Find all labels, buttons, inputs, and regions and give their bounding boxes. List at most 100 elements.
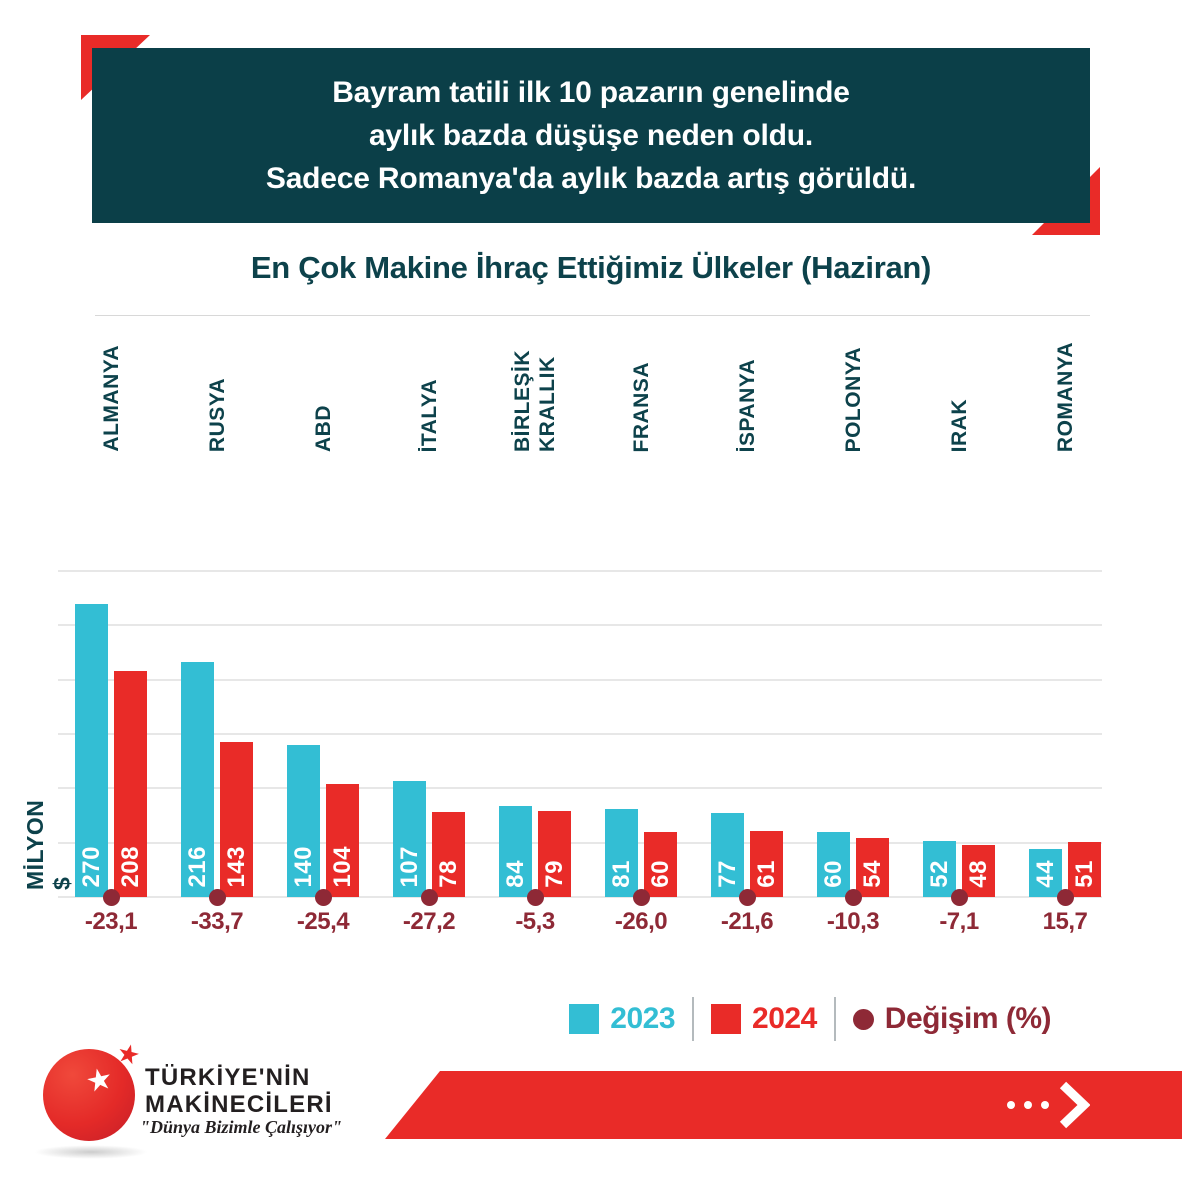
change-value: -10,3 [826,908,880,935]
country-label: POLONYA [800,338,906,452]
bar-2024: 78 [432,812,465,897]
plot-area: 270 208 216 143 140 104 107 78 84 79 81 60 77 61 60 54 5… [58,570,1118,906]
change-dot-icon [209,889,226,906]
bar-group: 107 78 [376,571,482,906]
bar-value-label: 84 [501,860,529,888]
bar-2024: 208 [114,670,147,897]
change-value: -7,1 [939,908,979,935]
bar-group: 84 79 [482,571,588,906]
country-label-text: RUSYA [205,377,229,452]
header-line-2: aylık bazda düşüşe neden oldu. [368,119,814,152]
bar-2023: 216 [181,662,214,897]
bar-2024: 104 [326,784,359,897]
legend-label-change: Değişim (%) [884,1002,1052,1035]
legend-divider [833,997,836,1041]
gridline [58,624,1102,627]
change-dot-icon [315,889,332,906]
change-dot-icon [103,889,120,906]
change-dot-icon [951,889,968,906]
country-label: ROMANYA [1012,338,1118,452]
legend-label-2024: 2024 [752,1002,817,1035]
arrow-dot [1007,1101,1015,1109]
country-label-text: BİRLEŞİK KRALLIK [511,349,559,452]
bar-group: 77 61 [694,571,800,906]
chart-title: En Çok Makine İhraç Ettiğimiz Ülkeler (H… [250,250,932,285]
change-value: -23,1 [84,908,138,935]
change-value: -5,3 [515,908,555,935]
bar-2023: 81 [605,808,638,897]
change-dot-icon [421,889,438,906]
bar-group: 81 60 [588,571,694,906]
bar-group: 216 143 [164,571,270,906]
country-label-text: ROMANYA [1053,341,1077,452]
logo-shadow [34,1145,148,1159]
header-line-3: Sadece Romanya'da aylık bazda artış görü… [265,162,917,195]
gridline [58,733,1102,735]
bar-2024: 60 [644,831,677,897]
gridline [58,678,1102,681]
bar-value-label: 54 [858,860,886,888]
country-label: ALMANYA [58,338,164,452]
bar-2024: 51 [1068,841,1101,897]
legend-swatch-2024 [711,1004,742,1034]
bar-value-label: 107 [395,846,423,888]
legend-item-2024: 2024 [711,1002,817,1036]
brand-tagline: "Dünya Bizimle Çalışıyor" [140,1117,343,1137]
bar-group: 52 48 [906,571,1012,906]
bar-2023: 107 [393,780,426,897]
bar-2024: 54 [856,838,889,897]
legend: 2023 2024 Değişim (%) [569,997,1052,1041]
bar-group: 270 208 [58,571,164,906]
legend-item-change: Değişim (%) [852,1002,1052,1036]
legend-label-2023: 2023 [610,1002,676,1035]
title-divider [95,315,1090,316]
country-label-text: İTALYA [417,378,441,452]
legend-marker-change-icon [852,1008,874,1030]
bar-2023: 270 [75,603,108,897]
arrow-dot [1041,1101,1049,1109]
change-dot-icon [527,889,544,906]
bar-2024: 61 [750,830,783,897]
bar-value-label: 51 [1070,860,1098,888]
bar-value-label: 60 [819,860,847,888]
bar-2023: 52 [923,840,956,897]
footer-banner [385,1071,1182,1139]
bar-value-label: 270 [77,846,105,888]
country-label-text: FRANSA [629,361,653,453]
change-row: -23,1 -33,7 -25,4 -27,2 -5,3 -26,0 -21,6 -10,3 -… [58,908,1118,944]
change-value: -33,7 [190,908,244,935]
country-label: İSPANYA [694,338,800,452]
y-axis-label: MİLYON $ [22,780,75,890]
gridline [58,787,1102,790]
legend-divider [692,997,695,1041]
more-arrow-icon [1007,1071,1090,1139]
change-value: -25,4 [296,908,350,935]
country-label: BİRLEŞİK KRALLIK [482,338,588,452]
bar-2023: 140 [287,744,320,897]
bar-value-label: 44 [1031,860,1059,888]
bar-2023: 77 [711,813,744,897]
star-icon: ★ [113,1036,144,1072]
country-label: ABD [270,338,376,452]
gridline [58,841,1102,844]
country-label-text: İSPANYA [735,358,759,452]
brand-name-line-2: MAKİNECİLERİ [145,1091,333,1118]
header-banner: Bayram tatili ilk 10 pazarın genelinde a… [92,48,1090,223]
change-dot-icon [845,889,862,906]
gridline [58,896,1102,898]
country-label: RUSYA [164,338,270,452]
bar-group: 44 51 [1012,571,1118,906]
gridline [58,570,1102,572]
bar-2024: 48 [962,844,995,897]
bar-2023: 60 [817,831,850,897]
country-label: FRANSA [588,338,694,453]
bar-value-label: 216 [183,846,211,888]
change-value: -21,6 [720,908,774,935]
brand-name-line-1: TÜRKİYE'NİN [145,1064,311,1091]
country-labels-row: ALMANYA RUSYA ABD İTALYA BİRLEŞİK KRALLIK FRA… [58,338,1118,452]
bar-2024: 143 [220,741,253,897]
legend-item-2023: 2023 [569,1002,676,1036]
country-label-text: POLONYA [841,346,865,452]
country-label-text: ABD [311,405,335,452]
country-label-text: ALMANYA [99,345,123,452]
